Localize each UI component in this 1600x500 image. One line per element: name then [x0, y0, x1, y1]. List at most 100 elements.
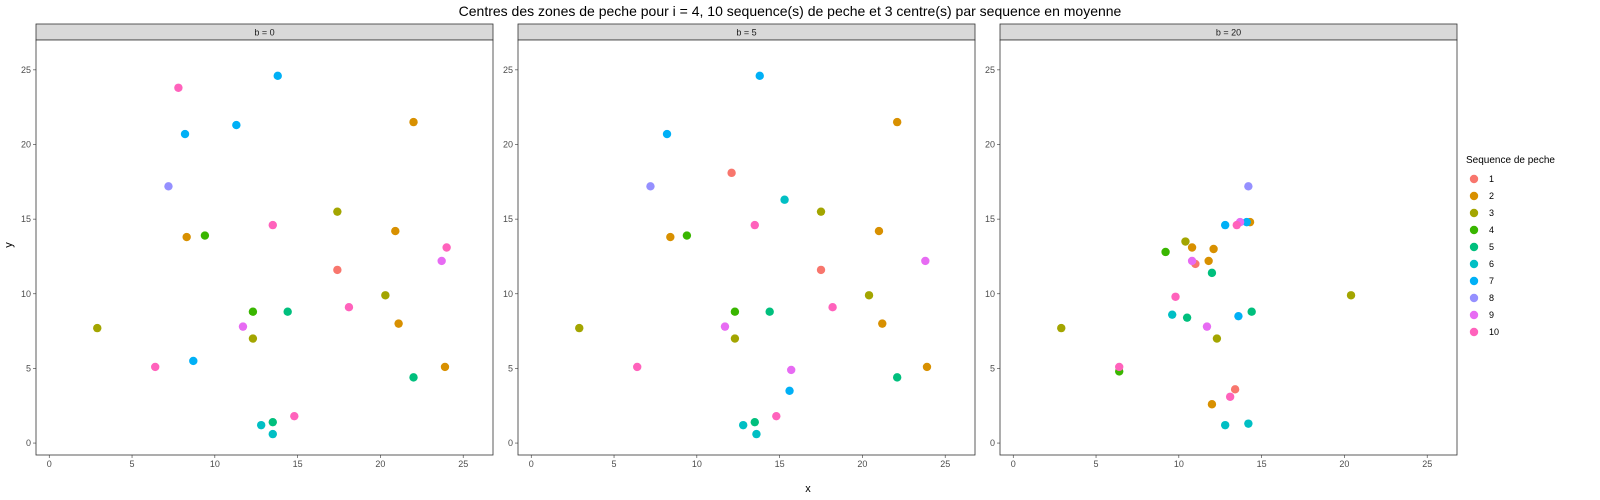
y-tick-label: 0: [508, 438, 513, 448]
x-tick-label: 0: [529, 459, 534, 469]
legend-label: 9: [1489, 310, 1494, 320]
legend-key: [1469, 225, 1479, 235]
legend-label: 8: [1489, 293, 1494, 303]
data-point: [682, 231, 692, 240]
data-point: [1230, 385, 1240, 394]
facet-panels: b = 0 0 5 10 15 20 25 0 5 10 15 20 25 b = 5 0 5 10 15 20 25…: [21, 23, 1458, 469]
x-tick-label: 15: [1257, 459, 1267, 469]
data-point: [1204, 256, 1213, 266]
y-tick-label: 25: [985, 65, 995, 75]
data-point: [268, 220, 277, 230]
data-point: [1187, 243, 1197, 252]
y-tick-label: 0: [990, 438, 995, 448]
data-point: [290, 411, 299, 421]
data-point: [1171, 292, 1180, 301]
data-point: [922, 362, 932, 372]
y-tick-label: 25: [21, 65, 31, 75]
data-point: [248, 307, 258, 316]
y-tick-label: 20: [985, 139, 995, 149]
legend-label: 7: [1489, 276, 1494, 286]
y-tick-label: 15: [503, 214, 513, 224]
data-point: [248, 334, 258, 343]
y-tick-label: 10: [985, 289, 995, 299]
legend-label: 3: [1489, 208, 1494, 218]
data-point: [1202, 322, 1212, 331]
data-point: [730, 334, 740, 343]
data-point: [333, 265, 342, 275]
data-point: [268, 429, 277, 439]
legend-label: 5: [1489, 242, 1494, 252]
facet-strip-label: b = 20: [1216, 28, 1241, 38]
data-point: [442, 243, 451, 252]
data-point: [730, 307, 740, 316]
data-point: [1181, 237, 1190, 246]
data-point: [1209, 244, 1218, 254]
data-point: [828, 303, 837, 312]
x-tick-label: 25: [458, 459, 468, 469]
x-tick-label: 20: [857, 459, 867, 469]
data-point: [727, 168, 736, 178]
legend-key: [1469, 191, 1479, 201]
data-point: [1225, 392, 1235, 401]
data-point: [283, 307, 292, 316]
data-point: [1247, 307, 1256, 316]
data-point: [391, 226, 400, 236]
y-tick-label: 10: [21, 289, 31, 299]
data-point: [750, 220, 759, 230]
x-tick-label: 10: [210, 459, 220, 469]
legend-key: [1469, 242, 1479, 252]
y-tick-label: 20: [503, 139, 513, 149]
y-tick-label: 15: [21, 214, 31, 224]
data-point: [409, 117, 418, 127]
data-point: [633, 362, 642, 372]
data-point: [394, 319, 403, 328]
x-tick-label: 5: [130, 459, 135, 469]
data-point: [646, 182, 655, 191]
x-tick-label: 0: [1011, 459, 1016, 469]
facet-panel: b = 20 0 5 10 15 20 25 0 5 10 15 20 25: [985, 23, 1458, 469]
y-tick-label: 15: [985, 214, 995, 224]
legend-key: [1469, 208, 1479, 218]
panel-border: [999, 39, 1458, 456]
data-point: [816, 265, 826, 275]
data-point: [1182, 313, 1192, 322]
data-point: [874, 226, 884, 236]
data-point: [189, 356, 198, 366]
data-point: [575, 323, 584, 333]
data-point: [1115, 362, 1124, 372]
data-point: [816, 207, 826, 216]
legend-label: 2: [1489, 191, 1494, 201]
data-point: [755, 71, 764, 81]
data-point: [772, 411, 781, 421]
legend-key: [1469, 276, 1479, 286]
legend-key: [1469, 174, 1479, 184]
data-point: [921, 256, 930, 266]
x-tick-label: 0: [47, 459, 52, 469]
legend: Sequence de peche 1 2 3 4 5 6 7 8 9 10: [1466, 155, 1555, 337]
facet-strip-label: b = 5: [736, 28, 756, 38]
data-point: [662, 129, 672, 139]
data-point: [232, 120, 241, 130]
legend-label: 1: [1489, 174, 1494, 184]
data-point: [752, 429, 761, 439]
x-tick-label: 20: [375, 459, 385, 469]
data-point: [1207, 268, 1217, 278]
x-tick-label: 10: [1174, 459, 1184, 469]
data-point: [200, 231, 210, 240]
y-tick-label: 5: [26, 363, 31, 373]
x-tick-label: 15: [775, 459, 785, 469]
data-point: [780, 195, 789, 204]
chart-title: Centres des zones de peche pour i = 4, 1…: [459, 3, 1122, 19]
facet-strip-label: b = 0: [254, 28, 274, 38]
data-point: [1244, 419, 1253, 428]
data-point: [182, 232, 191, 242]
data-point: [273, 71, 282, 81]
data-point: [409, 373, 418, 382]
data-point: [864, 291, 874, 300]
facet-panel: b = 0 0 5 10 15 20 25 0 5 10 15 20 25: [21, 23, 494, 469]
y-axis-title: y: [3, 242, 15, 248]
data-point: [180, 129, 190, 139]
data-point: [785, 386, 794, 396]
x-tick-label: 20: [1339, 459, 1349, 469]
legend-key: [1469, 310, 1479, 320]
